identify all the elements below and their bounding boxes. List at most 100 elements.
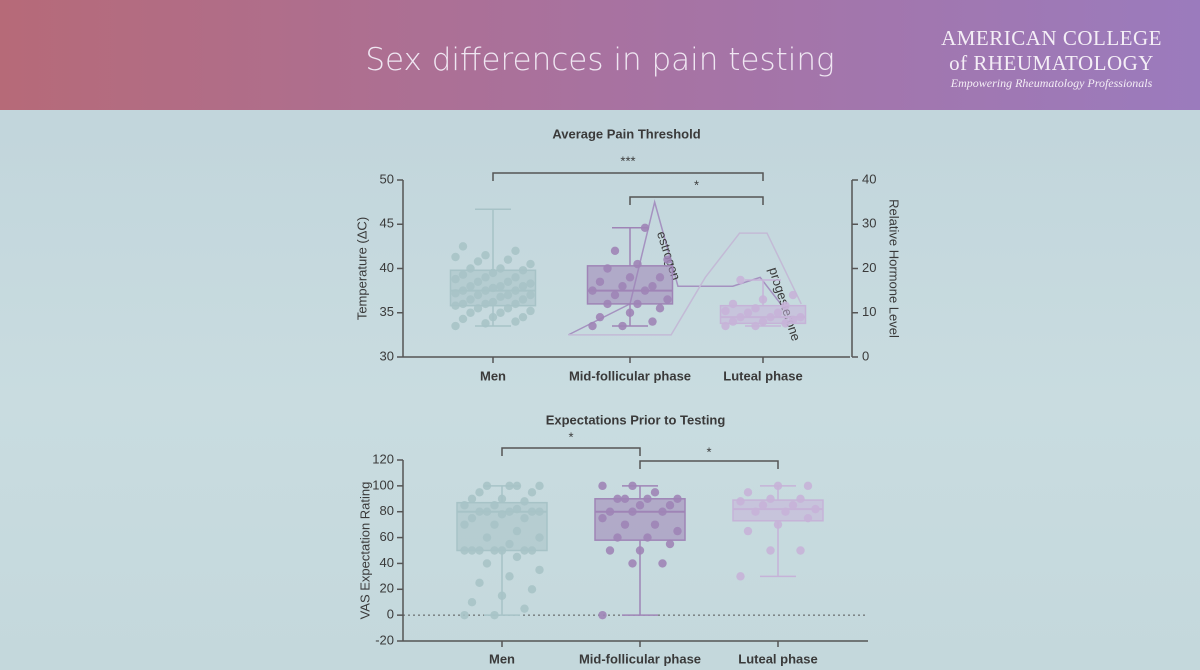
data-point — [467, 546, 477, 555]
data-point — [663, 255, 672, 264]
data-point — [736, 275, 745, 285]
data-point — [595, 277, 605, 286]
data-point — [673, 526, 682, 536]
data-point — [488, 268, 498, 278]
y-tick-label: -20 — [375, 632, 394, 647]
data-point — [658, 507, 667, 516]
data-point — [458, 270, 468, 279]
data-point — [721, 321, 730, 331]
data-point — [460, 520, 469, 529]
data-point — [460, 501, 469, 510]
x-tick-label: Men — [480, 368, 506, 383]
data-point — [535, 481, 544, 491]
data-point — [467, 598, 477, 607]
data-point — [605, 546, 615, 555]
significance-bracket — [639, 460, 779, 469]
data-point — [595, 312, 605, 322]
data-point — [781, 507, 790, 516]
data-point — [728, 317, 738, 326]
data-point — [451, 274, 460, 284]
y2-tick-label: 10 — [862, 304, 876, 319]
data-point — [643, 494, 652, 503]
data-point — [503, 290, 513, 300]
data-point — [527, 546, 537, 555]
data-point — [511, 286, 520, 295]
data-point — [526, 259, 535, 269]
data-point — [526, 290, 535, 300]
data-point — [526, 306, 535, 316]
data-point — [628, 507, 637, 516]
data-point — [658, 559, 667, 568]
data-point — [526, 279, 535, 288]
y-tick-label: 0 — [387, 607, 394, 622]
data-point — [475, 546, 484, 555]
significance-label: *** — [620, 153, 635, 168]
logo: AMERICAN COLLEGE of RHEUMATOLOGY Empower… — [941, 26, 1162, 91]
data-point — [458, 299, 468, 309]
data-point — [451, 252, 460, 262]
data-point — [460, 610, 469, 620]
data-point — [605, 507, 615, 516]
data-point — [518, 282, 528, 291]
data-point — [505, 481, 514, 491]
data-point — [488, 312, 498, 322]
hormone-line — [568, 232, 802, 336]
data-point — [496, 282, 505, 291]
data-point — [743, 308, 753, 317]
data-point — [505, 572, 514, 581]
data-point — [511, 273, 520, 282]
y2-tick-label: 30 — [862, 216, 876, 231]
data-point — [628, 559, 637, 568]
data-point — [673, 494, 682, 503]
data-point — [803, 513, 813, 523]
data-point — [496, 308, 505, 317]
data-point — [527, 488, 537, 497]
data-point — [603, 299, 612, 309]
data-point — [503, 304, 513, 313]
y-axis-label: Temperature (ΔC) — [354, 217, 369, 320]
data-point — [620, 494, 630, 503]
data-point — [535, 565, 544, 575]
data-point — [482, 559, 492, 568]
significance-bracket — [492, 172, 764, 181]
data-point — [618, 282, 627, 291]
x-tick-label: Men — [489, 651, 515, 666]
data-point — [482, 481, 492, 491]
data-point — [535, 507, 544, 516]
data-point — [467, 494, 477, 503]
data-point — [458, 242, 468, 251]
data-point — [655, 304, 665, 313]
data-point — [588, 286, 597, 295]
data-point — [751, 321, 760, 331]
data-point — [633, 259, 642, 269]
data-point — [458, 286, 468, 295]
x-tick-label: Luteal phase — [723, 368, 802, 383]
data-point — [633, 299, 642, 309]
data-point — [451, 321, 460, 331]
data-point — [512, 481, 522, 491]
data-point — [497, 591, 507, 600]
data-point — [512, 526, 522, 536]
data-point — [773, 520, 783, 529]
data-point — [620, 520, 630, 529]
data-point — [475, 507, 484, 516]
data-point — [650, 488, 660, 497]
data-point — [505, 507, 514, 516]
data-point — [736, 497, 745, 506]
data-point — [736, 312, 745, 322]
data-point — [603, 264, 612, 273]
data-point — [481, 299, 490, 309]
data-point — [758, 501, 768, 510]
y-tick-label: 45 — [380, 216, 394, 231]
data-point — [490, 520, 499, 529]
data-point — [497, 510, 507, 519]
data-point — [497, 494, 507, 503]
data-point — [511, 246, 520, 255]
data-point — [796, 494, 805, 503]
data-point — [625, 308, 635, 317]
data-point — [512, 552, 522, 562]
data-point — [588, 321, 597, 331]
data-point — [490, 501, 499, 510]
data-point — [460, 546, 469, 555]
